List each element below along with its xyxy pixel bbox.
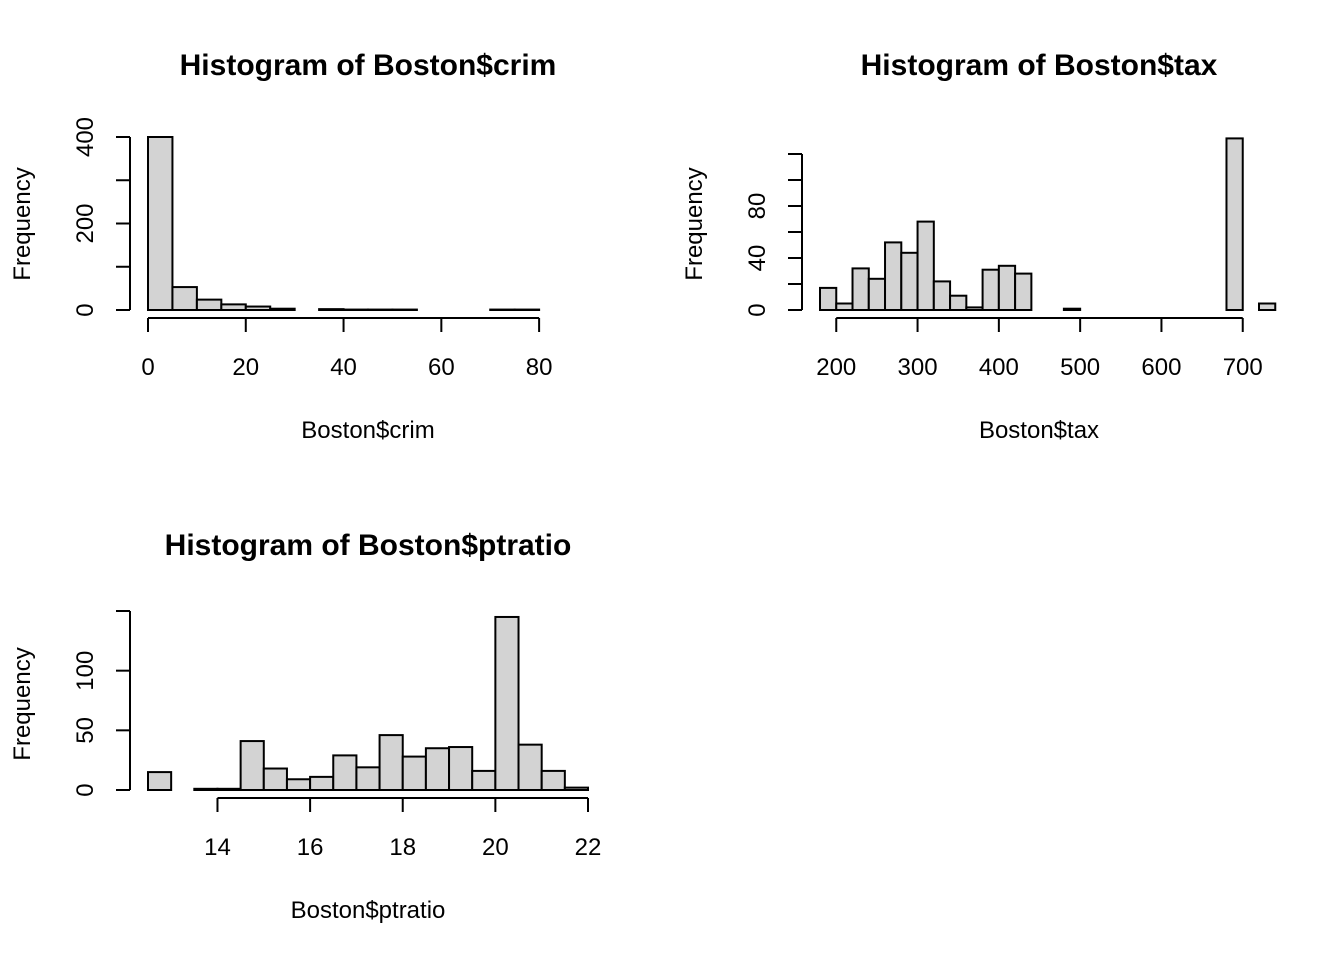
y-tick-label: 40 [744,245,771,272]
histogram-bar [965,306,984,311]
y-tick-label: 100 [72,651,99,691]
x-tick-label: 0 [141,354,154,381]
histogram-bar [949,294,968,312]
x-axis-label: Boston$ptratio [291,897,446,924]
x-tick-label: 700 [1223,354,1263,381]
histogram-bar [147,771,173,791]
histogram-bar [900,251,919,312]
x-tick-label: 300 [898,354,938,381]
histogram-bar [216,787,242,791]
histogram-bar [332,754,358,791]
histogram-bar [916,220,935,312]
histogram-bar [309,775,335,792]
x-tick-label: 20 [482,834,509,861]
x-axis-label: Boston$crim [301,417,434,444]
y-axis-label: Frequency [9,167,36,280]
x-tick-label: 80 [526,354,553,381]
histogram-bar [147,136,174,311]
histogram-bar [378,734,404,792]
x-axis-label: Boston$tax [979,417,1099,444]
y-tick-label: 80 [744,193,771,220]
histogram-bar [981,268,1000,312]
x-tick-label: 16 [297,834,324,861]
histogram-panel-1: Histogram of Boston$crim 0 20 40 60 80 0 200 400… [9,49,556,444]
histogram-bar [401,755,427,792]
y-tick-label: 0 [72,303,99,316]
histogram-bar [448,746,474,791]
histogram-bar [494,615,520,792]
histogram-bar [1062,307,1082,312]
histogram-bar [932,280,952,311]
histogram-bar [1225,137,1244,311]
x-tick-label: 18 [389,834,416,861]
histogram-bar [269,307,296,312]
y-axis-label: Frequency [681,167,708,280]
x-tick-label: 600 [1141,354,1181,381]
histogram-bar [318,308,345,312]
x-tick-label: 500 [1060,354,1100,381]
y-axis-label: Frequency [9,647,36,760]
histogram-bar [355,766,381,791]
chart-title: Histogram of Boston$tax [861,49,1218,82]
histogram-bar [424,747,451,792]
histogram-bar [540,769,566,792]
chart-title: Histogram of Boston$crim [180,49,557,82]
histogram-bar [171,286,198,312]
x-tick-label: 400 [979,354,1019,381]
x-tick-label: 60 [428,354,455,381]
histogram-bar [819,286,838,311]
histogram-panel-3: Histogram of Boston$ptratio 14 16 18 20 22 0 50… [9,529,601,924]
histogram-bar [835,302,854,311]
y-tick-label: 0 [72,783,99,796]
histogram-bar [1258,302,1277,311]
x-tick-label: 14 [204,834,231,861]
histogram-bar [997,264,1017,311]
histogram-bar [220,303,247,312]
y-tick-label: 200 [72,203,99,243]
x-tick-label: 22 [575,834,602,861]
histogram-bar [285,778,312,792]
histogram-bar [884,241,903,311]
histogram-bar [193,787,219,791]
x-tick-label: 200 [816,354,856,381]
y-tick-label: 50 [72,717,99,744]
histogram-bar [195,298,223,311]
x-tick-label: 40 [330,354,357,381]
histogram-bar [867,277,887,311]
histogram-bar [244,305,272,312]
histogram-bar [851,267,870,311]
chart-title: Histogram of Boston$ptratio [165,529,572,562]
y-tick-label: 0 [744,303,771,316]
histogram-bar [563,786,589,792]
histogram-bar [471,769,497,792]
x-tick-label: 20 [232,354,259,381]
histogram-bar [1014,272,1033,312]
histogram-bar [262,767,288,792]
histogram-bar [517,743,543,791]
y-tick-label: 400 [72,117,99,157]
histogram-bar [239,740,265,791]
